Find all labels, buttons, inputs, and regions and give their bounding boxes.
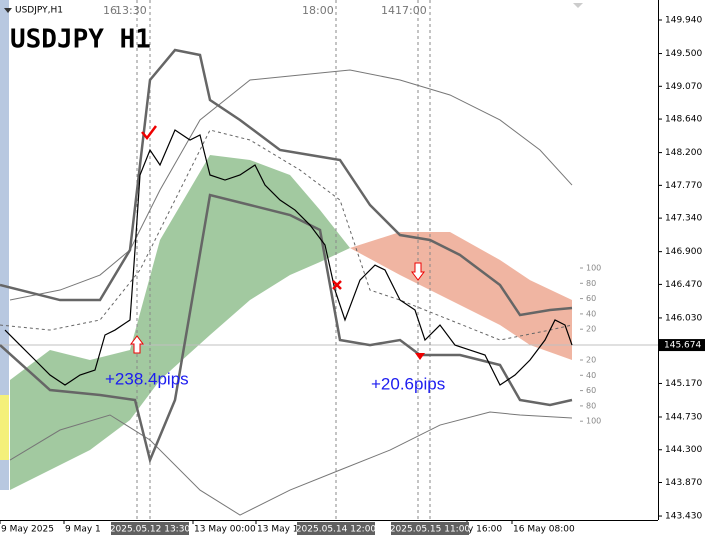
left-strip-yellow	[0, 395, 9, 460]
x-tick-label: 9 May 2025	[1, 525, 54, 535]
y-tick-label: 146.900	[665, 247, 702, 257]
y-tick-label: 148.640	[665, 115, 702, 125]
scroll-icon	[573, 3, 583, 8]
x-marker-box	[297, 522, 375, 535]
y-tick-label: 147.340	[665, 214, 702, 224]
band-line	[0, 193, 573, 465]
close-signal	[332, 280, 342, 290]
y-tick-label: 146.470	[665, 280, 702, 290]
side-label: 60	[586, 294, 596, 303]
side-label: 100	[586, 417, 601, 426]
pips-annotation: +20.6pips	[371, 374, 445, 393]
y-tick-label: 149.070	[665, 82, 702, 92]
band-line	[0, 48, 573, 317]
y-tick-label: 143.870	[665, 478, 702, 488]
x-tick-label: 13 May 1	[257, 525, 299, 535]
top-time-label: 18:00	[302, 4, 334, 17]
x-marker-label: 2025.05.12 13:30	[110, 525, 191, 535]
menu-icon	[4, 8, 12, 13]
side-label: 80	[586, 401, 596, 410]
y-tick-label: 143.430	[665, 512, 702, 522]
cloud	[350, 231, 572, 360]
y-tick-label: 144.730	[665, 412, 702, 422]
top-time-label: 17:00	[395, 4, 427, 17]
side-label: 60	[586, 386, 596, 395]
x-marker-box	[391, 522, 469, 535]
band-line	[0, 129, 573, 341]
plot-area	[0, 0, 658, 520]
x-tick-label: 9 May 1	[65, 525, 101, 535]
side-label: 20	[586, 356, 596, 365]
x-marker-label: 2025.05.14 12:00	[296, 525, 377, 535]
overlay: +238.4pips +20.6pips	[105, 370, 445, 394]
y-tick-label: 146.030	[665, 313, 702, 323]
chart-title: USDJPY H1	[10, 25, 151, 55]
pips-annotation: +238.4pips	[105, 370, 189, 389]
symbol-label: USDJPY,H1	[15, 6, 63, 16]
y-tick-label: 148.200	[665, 148, 702, 158]
side-label: 20	[586, 325, 596, 334]
band-line	[9, 411, 573, 516]
x-marker-box	[111, 522, 189, 535]
top-time-label: 16	[103, 4, 117, 17]
y-tick-label: 145.170	[665, 379, 702, 389]
y-tick-label: 144.300	[665, 445, 702, 455]
price-line	[4, 129, 573, 386]
top-time-label: 14	[381, 4, 395, 17]
current-price-label: 145.674	[664, 341, 701, 351]
y-tick-label: 149.500	[665, 49, 702, 59]
cloud	[10, 155, 350, 491]
check-signal	[141, 125, 157, 141]
y-tick-label: 149.940	[665, 16, 702, 26]
side-label: 40	[586, 309, 596, 318]
top-time-label: 13:30	[115, 4, 147, 17]
x-tick-label: 13 May 00:00	[194, 525, 256, 535]
buy-arrow	[130, 335, 144, 354]
side-label: 40	[586, 371, 596, 380]
sell-arrow	[411, 262, 425, 281]
x-tick-label: y 16:00	[468, 525, 502, 535]
left-strip	[0, 0, 9, 490]
y-tick-label: 147.770	[665, 181, 702, 191]
side-label: 100	[586, 264, 601, 273]
x-tick-label: 16 May 08:00	[513, 525, 575, 535]
exit-arrow	[415, 353, 425, 360]
band-line	[9, 69, 573, 301]
x-marker-label: 2025.05.15 11:00	[390, 525, 471, 535]
side-label: 80	[586, 279, 596, 288]
current-price-box	[659, 339, 705, 352]
